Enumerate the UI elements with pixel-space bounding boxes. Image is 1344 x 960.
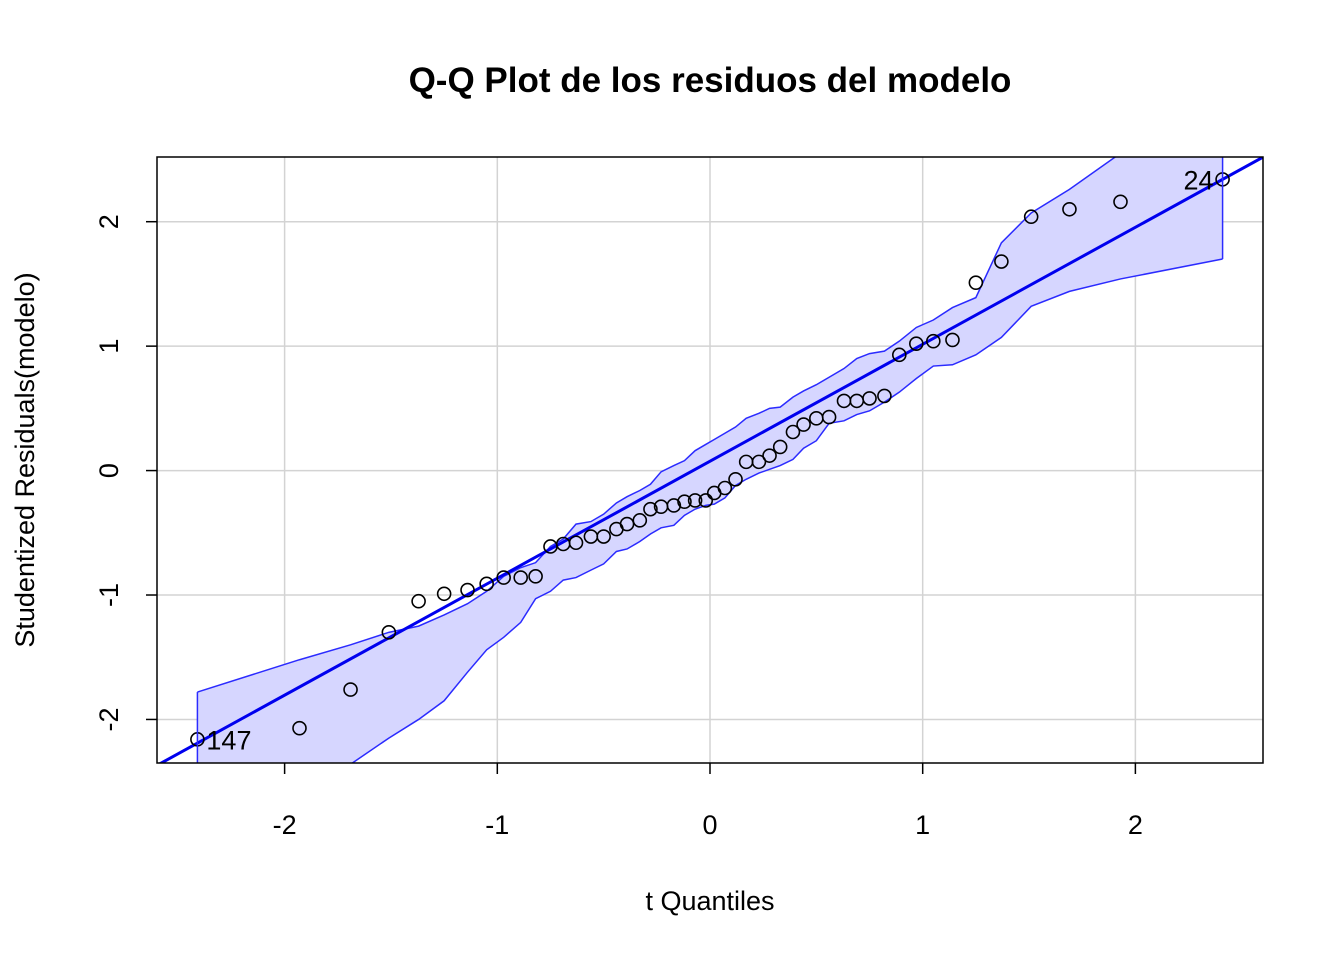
point-labels: 147 24 xyxy=(206,165,1213,755)
data-point xyxy=(568,535,584,551)
data-point xyxy=(343,682,358,697)
data-point xyxy=(785,424,801,440)
data-point xyxy=(945,332,960,348)
data-point xyxy=(821,409,837,425)
data-point xyxy=(994,254,1009,269)
data-point xyxy=(632,513,648,528)
data-point xyxy=(496,570,511,585)
chart-title: Q-Q Plot de los residuos del modelo xyxy=(409,61,1012,100)
x-tick-label: 2 xyxy=(1128,810,1143,840)
data-point xyxy=(460,582,475,598)
data-point xyxy=(381,625,397,640)
data-point xyxy=(877,388,892,404)
x-tick-label: 0 xyxy=(702,810,717,840)
data-point xyxy=(687,493,703,508)
data-point xyxy=(528,569,543,584)
data-point xyxy=(751,454,767,470)
point-label: 147 xyxy=(206,725,251,755)
x-axis-label: t Quantiles xyxy=(645,886,774,916)
x-axis: -2 -1 0 1 2 xyxy=(273,763,1143,840)
y-axis-label: Studentized Residuals(modelo) xyxy=(10,272,40,647)
data-point xyxy=(666,498,682,513)
point-label: 24 xyxy=(1184,165,1214,195)
data-point xyxy=(891,347,907,363)
x-tick-label: -2 xyxy=(273,810,297,840)
data-point xyxy=(1023,209,1039,225)
data-point xyxy=(513,570,529,585)
x-tick-label: 1 xyxy=(915,810,930,840)
data-point xyxy=(479,576,494,592)
data-point xyxy=(862,391,877,406)
data-point xyxy=(292,720,307,736)
y-tick-label: 0 xyxy=(94,463,124,478)
data-point xyxy=(698,493,714,508)
reference-line xyxy=(158,157,1263,763)
data-point xyxy=(968,275,984,290)
data-point xyxy=(596,529,611,544)
y-tick-label: -2 xyxy=(94,707,124,731)
data-point xyxy=(677,494,692,509)
data-points xyxy=(190,172,1230,747)
confidence-envelope-upper-edge xyxy=(197,157,1117,693)
data-point xyxy=(411,593,426,609)
data-point xyxy=(772,439,788,455)
data-point xyxy=(717,480,733,496)
x-tick-label: -1 xyxy=(485,810,509,840)
data-point xyxy=(762,448,777,463)
data-point xyxy=(436,586,452,602)
data-point xyxy=(1062,201,1077,217)
y-axis: -2 -1 0 1 2 xyxy=(94,214,157,731)
data-point xyxy=(643,501,658,517)
y-tick-label: -1 xyxy=(94,583,124,607)
y-tick-label: 1 xyxy=(94,339,124,354)
data-point xyxy=(926,333,941,349)
data-point xyxy=(796,417,811,432)
data-point xyxy=(1113,194,1128,210)
data-point xyxy=(728,471,743,487)
data-point xyxy=(909,336,924,351)
y-tick-label: 2 xyxy=(94,214,124,229)
